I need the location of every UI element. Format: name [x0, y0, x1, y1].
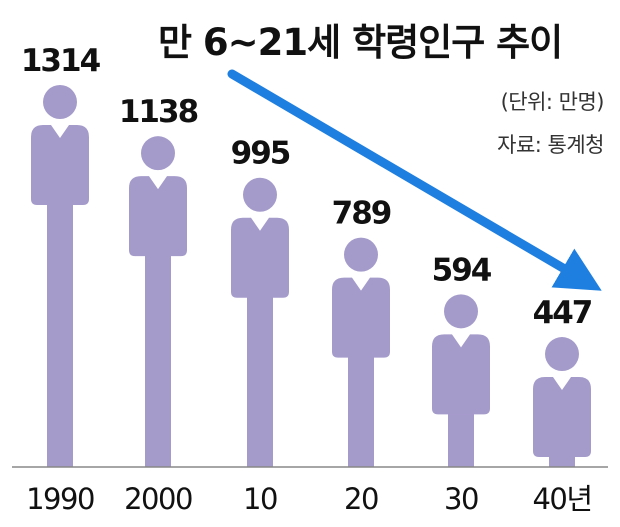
- data-label: 594: [432, 252, 492, 288]
- data-label: 1138: [119, 94, 198, 130]
- x-tick-label: 2000: [124, 482, 192, 516]
- unit-note: (단위: 만명): [500, 90, 605, 114]
- person-torso: [432, 334, 490, 415]
- trend-arrow: [227, 69, 602, 291]
- person-bar-30: [432, 294, 490, 467]
- data-label: 1314: [21, 43, 101, 79]
- person-bar-2000: [129, 136, 187, 468]
- person-head: [344, 237, 378, 272]
- person-torso: [533, 377, 591, 458]
- chart-title: 만 6~21세 학령인구 추이: [158, 21, 563, 64]
- x-tick-label: 1990: [26, 482, 94, 516]
- person-torso: [31, 125, 89, 205]
- person-head: [243, 177, 277, 212]
- person-bar-10: [231, 177, 289, 467]
- x-tick-label: 40년: [532, 482, 591, 516]
- person-torso: [332, 277, 390, 358]
- person-torso: [231, 217, 289, 298]
- person-bar-20: [332, 237, 390, 467]
- x-tick-label: 30: [444, 482, 478, 516]
- data-label: 447: [533, 295, 592, 331]
- person-head: [43, 85, 77, 119]
- source-note: 자료: 통계청: [497, 133, 604, 157]
- person-torso: [129, 176, 187, 257]
- data-label: 789: [332, 196, 391, 232]
- person-head: [545, 337, 579, 372]
- person-bar-40년: [533, 337, 591, 467]
- x-tick-label: 10: [243, 482, 277, 516]
- x-tick-label: 20: [344, 482, 378, 516]
- person-head: [141, 136, 175, 171]
- person-bar-1990: [31, 85, 89, 467]
- person-head: [444, 294, 478, 329]
- data-label: 995: [231, 136, 290, 172]
